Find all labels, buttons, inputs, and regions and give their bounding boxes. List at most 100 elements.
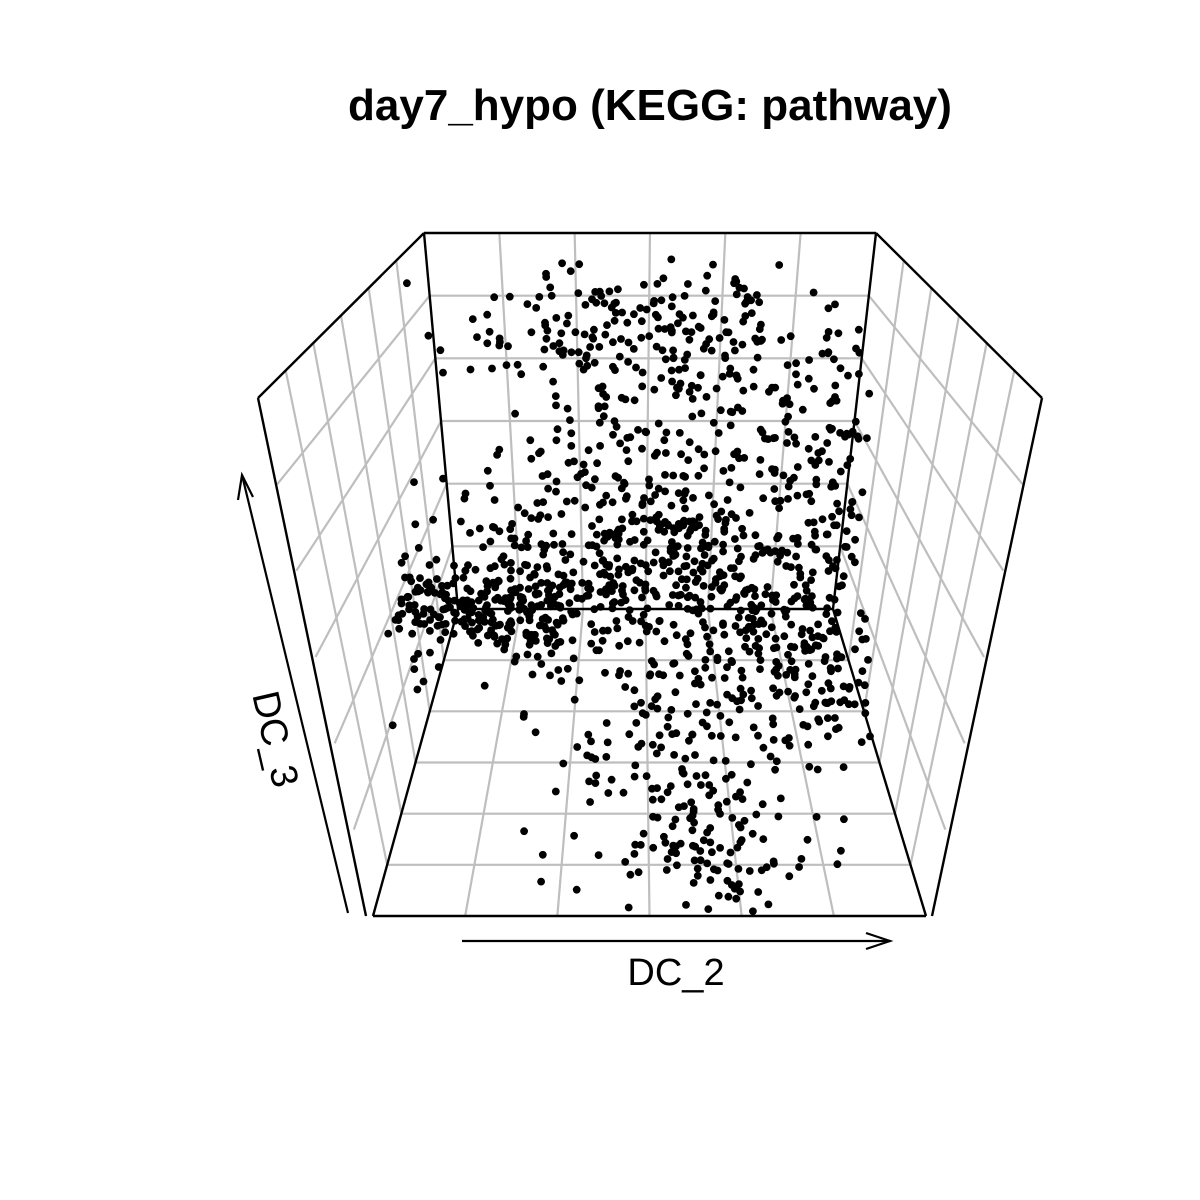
data-point — [790, 580, 798, 589]
data-point — [544, 616, 552, 624]
data-point — [834, 664, 842, 673]
data-point — [805, 762, 814, 771]
data-point — [573, 473, 582, 482]
data-point — [866, 732, 874, 741]
data-point — [547, 291, 556, 300]
data-point — [680, 562, 689, 571]
data-point — [658, 346, 667, 355]
data-point — [708, 848, 716, 857]
data-point — [696, 856, 705, 865]
data-point — [725, 370, 734, 378]
data-point — [697, 781, 705, 789]
data-point — [701, 663, 710, 672]
data-point — [701, 623, 709, 632]
data-point — [677, 575, 686, 584]
data-point — [797, 630, 806, 639]
left-wall-gridline — [352, 545, 454, 831]
data-point — [715, 334, 724, 342]
data-point — [623, 318, 632, 327]
box-edge — [257, 232, 425, 399]
data-point — [808, 633, 817, 642]
data-point — [535, 293, 544, 301]
data-point — [501, 640, 510, 648]
data-point — [702, 393, 711, 401]
data-point — [689, 568, 698, 577]
data-point — [538, 850, 547, 859]
data-point — [706, 876, 715, 884]
data-point — [854, 678, 863, 687]
data-point — [709, 260, 717, 269]
data-point — [590, 358, 599, 367]
data-point — [708, 673, 716, 682]
data-point — [384, 629, 393, 638]
data-point — [683, 709, 692, 718]
data-point — [559, 616, 568, 625]
data-point — [734, 613, 743, 622]
data-point — [759, 619, 768, 628]
data-point — [830, 595, 839, 604]
data-point — [776, 794, 785, 803]
data-point — [652, 342, 661, 351]
data-point — [780, 605, 788, 614]
data-point — [722, 774, 730, 783]
data-point — [666, 782, 675, 790]
data-point — [552, 436, 561, 445]
data-point — [474, 596, 483, 605]
data-point — [736, 684, 745, 693]
data-point — [755, 298, 764, 307]
data-point — [792, 359, 800, 368]
data-point — [483, 466, 492, 475]
data-point — [522, 628, 531, 637]
data-point — [587, 639, 596, 648]
data-point — [639, 829, 648, 838]
data-point — [772, 665, 781, 674]
data-point — [652, 749, 661, 758]
data-point — [410, 478, 418, 486]
data-point — [720, 316, 729, 324]
data-point — [480, 681, 489, 690]
data-point — [698, 538, 707, 547]
data-point — [814, 620, 822, 629]
data-point — [766, 752, 775, 761]
data-point — [807, 576, 815, 584]
data-point — [691, 523, 700, 532]
box-edge — [930, 397, 1044, 917]
data-point — [655, 617, 664, 625]
data-point — [780, 632, 789, 641]
data-point — [592, 530, 601, 539]
data-point — [425, 561, 434, 569]
data-point — [506, 525, 515, 534]
data-point — [823, 439, 832, 447]
data-point — [833, 608, 842, 617]
data-point — [615, 641, 624, 650]
data-point — [426, 616, 434, 624]
data-point — [566, 585, 575, 594]
data-point — [792, 439, 800, 448]
data-point — [605, 528, 614, 537]
data-point — [513, 360, 522, 369]
data-point — [706, 647, 715, 656]
data-point — [783, 361, 792, 369]
data-point — [650, 297, 658, 305]
data-point — [635, 638, 644, 647]
data-point — [705, 640, 714, 649]
data-point — [578, 594, 586, 603]
data-point — [784, 687, 792, 696]
data-point — [558, 540, 567, 548]
data-point — [793, 592, 802, 600]
data-point — [705, 781, 714, 789]
data-point — [733, 374, 742, 383]
data-point — [694, 445, 703, 454]
data-point — [579, 557, 588, 566]
data-point — [557, 677, 566, 685]
data-point — [401, 552, 409, 561]
data-point — [818, 633, 827, 642]
data-point — [600, 536, 608, 545]
data-point — [691, 667, 699, 676]
data-point — [638, 368, 647, 377]
data-point — [787, 642, 795, 651]
data-point — [808, 672, 817, 680]
data-point — [657, 374, 666, 382]
data-point — [639, 527, 648, 536]
data-point — [557, 329, 566, 338]
